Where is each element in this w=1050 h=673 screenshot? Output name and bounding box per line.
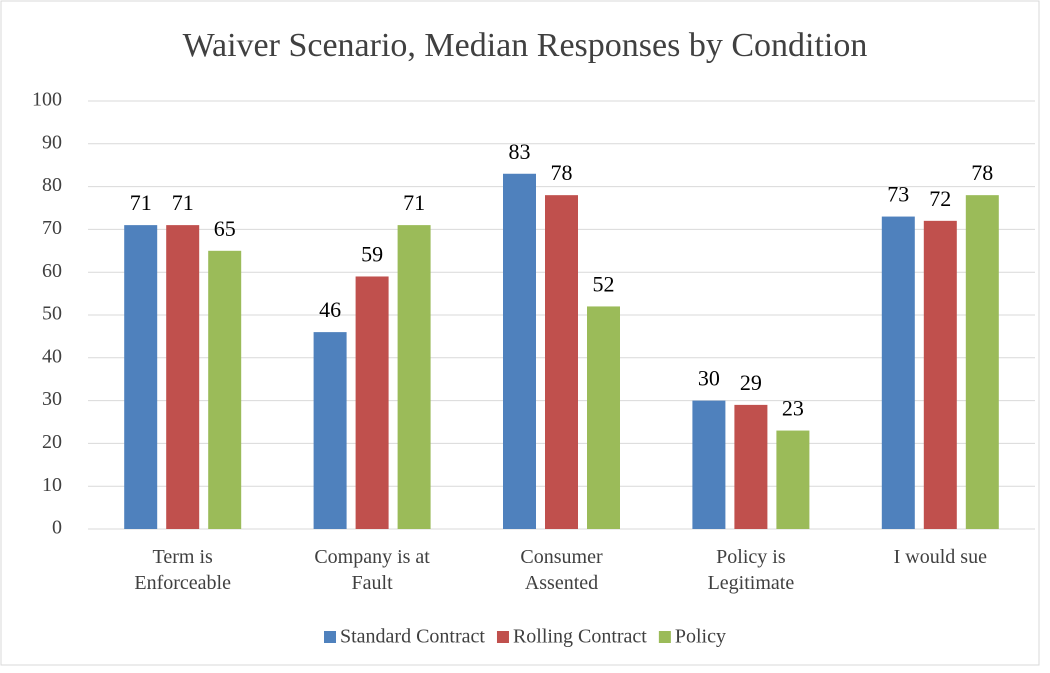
x-tick-label: Policy is Legitimate	[707, 546, 795, 594]
data-label: 52	[593, 271, 615, 296]
bar	[881, 216, 915, 529]
chart-title: Waiver Scenario, Median Responses by Con…	[183, 27, 868, 64]
y-tick-label: 100	[32, 89, 62, 111]
legend-swatch	[496, 631, 509, 643]
data-label: 23	[782, 396, 804, 421]
y-tick-label: 70	[42, 217, 62, 239]
bar	[965, 195, 999, 529]
data-label: 83	[509, 139, 531, 164]
bar	[545, 195, 578, 529]
bar	[355, 276, 389, 529]
y-tick-label: 90	[42, 131, 62, 153]
legend-swatch	[658, 631, 671, 643]
legend-label: Standard Contract	[340, 626, 485, 648]
y-tick-label: 20	[42, 431, 62, 453]
x-tick-label: Term is Enforceable	[134, 546, 231, 594]
bar	[124, 225, 158, 529]
data-label: 72	[929, 186, 951, 211]
bar	[397, 225, 431, 529]
bar	[587, 306, 620, 529]
legend-label: Rolling Contract	[513, 626, 647, 648]
data-label: 65	[214, 216, 236, 241]
data-label: 71	[172, 190, 194, 215]
data-label: 71	[130, 190, 152, 215]
data-label: 29	[740, 370, 762, 395]
data-label: 73	[887, 182, 909, 207]
bar	[776, 430, 810, 529]
data-label: 30	[698, 366, 720, 391]
data-label: 46	[319, 297, 341, 322]
bar	[313, 332, 347, 529]
y-tick-label: 0	[52, 517, 62, 539]
legend-label: Policy	[675, 626, 726, 648]
data-label: 78	[551, 160, 573, 185]
y-tick-label: 80	[42, 174, 62, 196]
y-tick-label: 30	[42, 388, 62, 410]
legend-swatch	[324, 631, 337, 643]
bar	[923, 220, 957, 529]
x-tick-label: I would sue	[893, 546, 987, 568]
data-label: 78	[971, 160, 993, 185]
y-tick-label: 50	[42, 303, 62, 325]
y-tick-label: 10	[42, 474, 62, 496]
x-tick-label: Consumer Assented	[520, 546, 603, 594]
bar	[692, 400, 726, 529]
data-label: 71	[403, 190, 425, 215]
bar	[734, 404, 768, 529]
bar	[208, 250, 242, 530]
bar	[503, 173, 536, 529]
y-tick-label: 60	[42, 260, 62, 282]
x-tick-label: Company is at Fault	[314, 546, 430, 594]
bar	[166, 225, 200, 529]
data-label: 59	[361, 242, 383, 267]
y-tick-label: 40	[42, 345, 62, 367]
